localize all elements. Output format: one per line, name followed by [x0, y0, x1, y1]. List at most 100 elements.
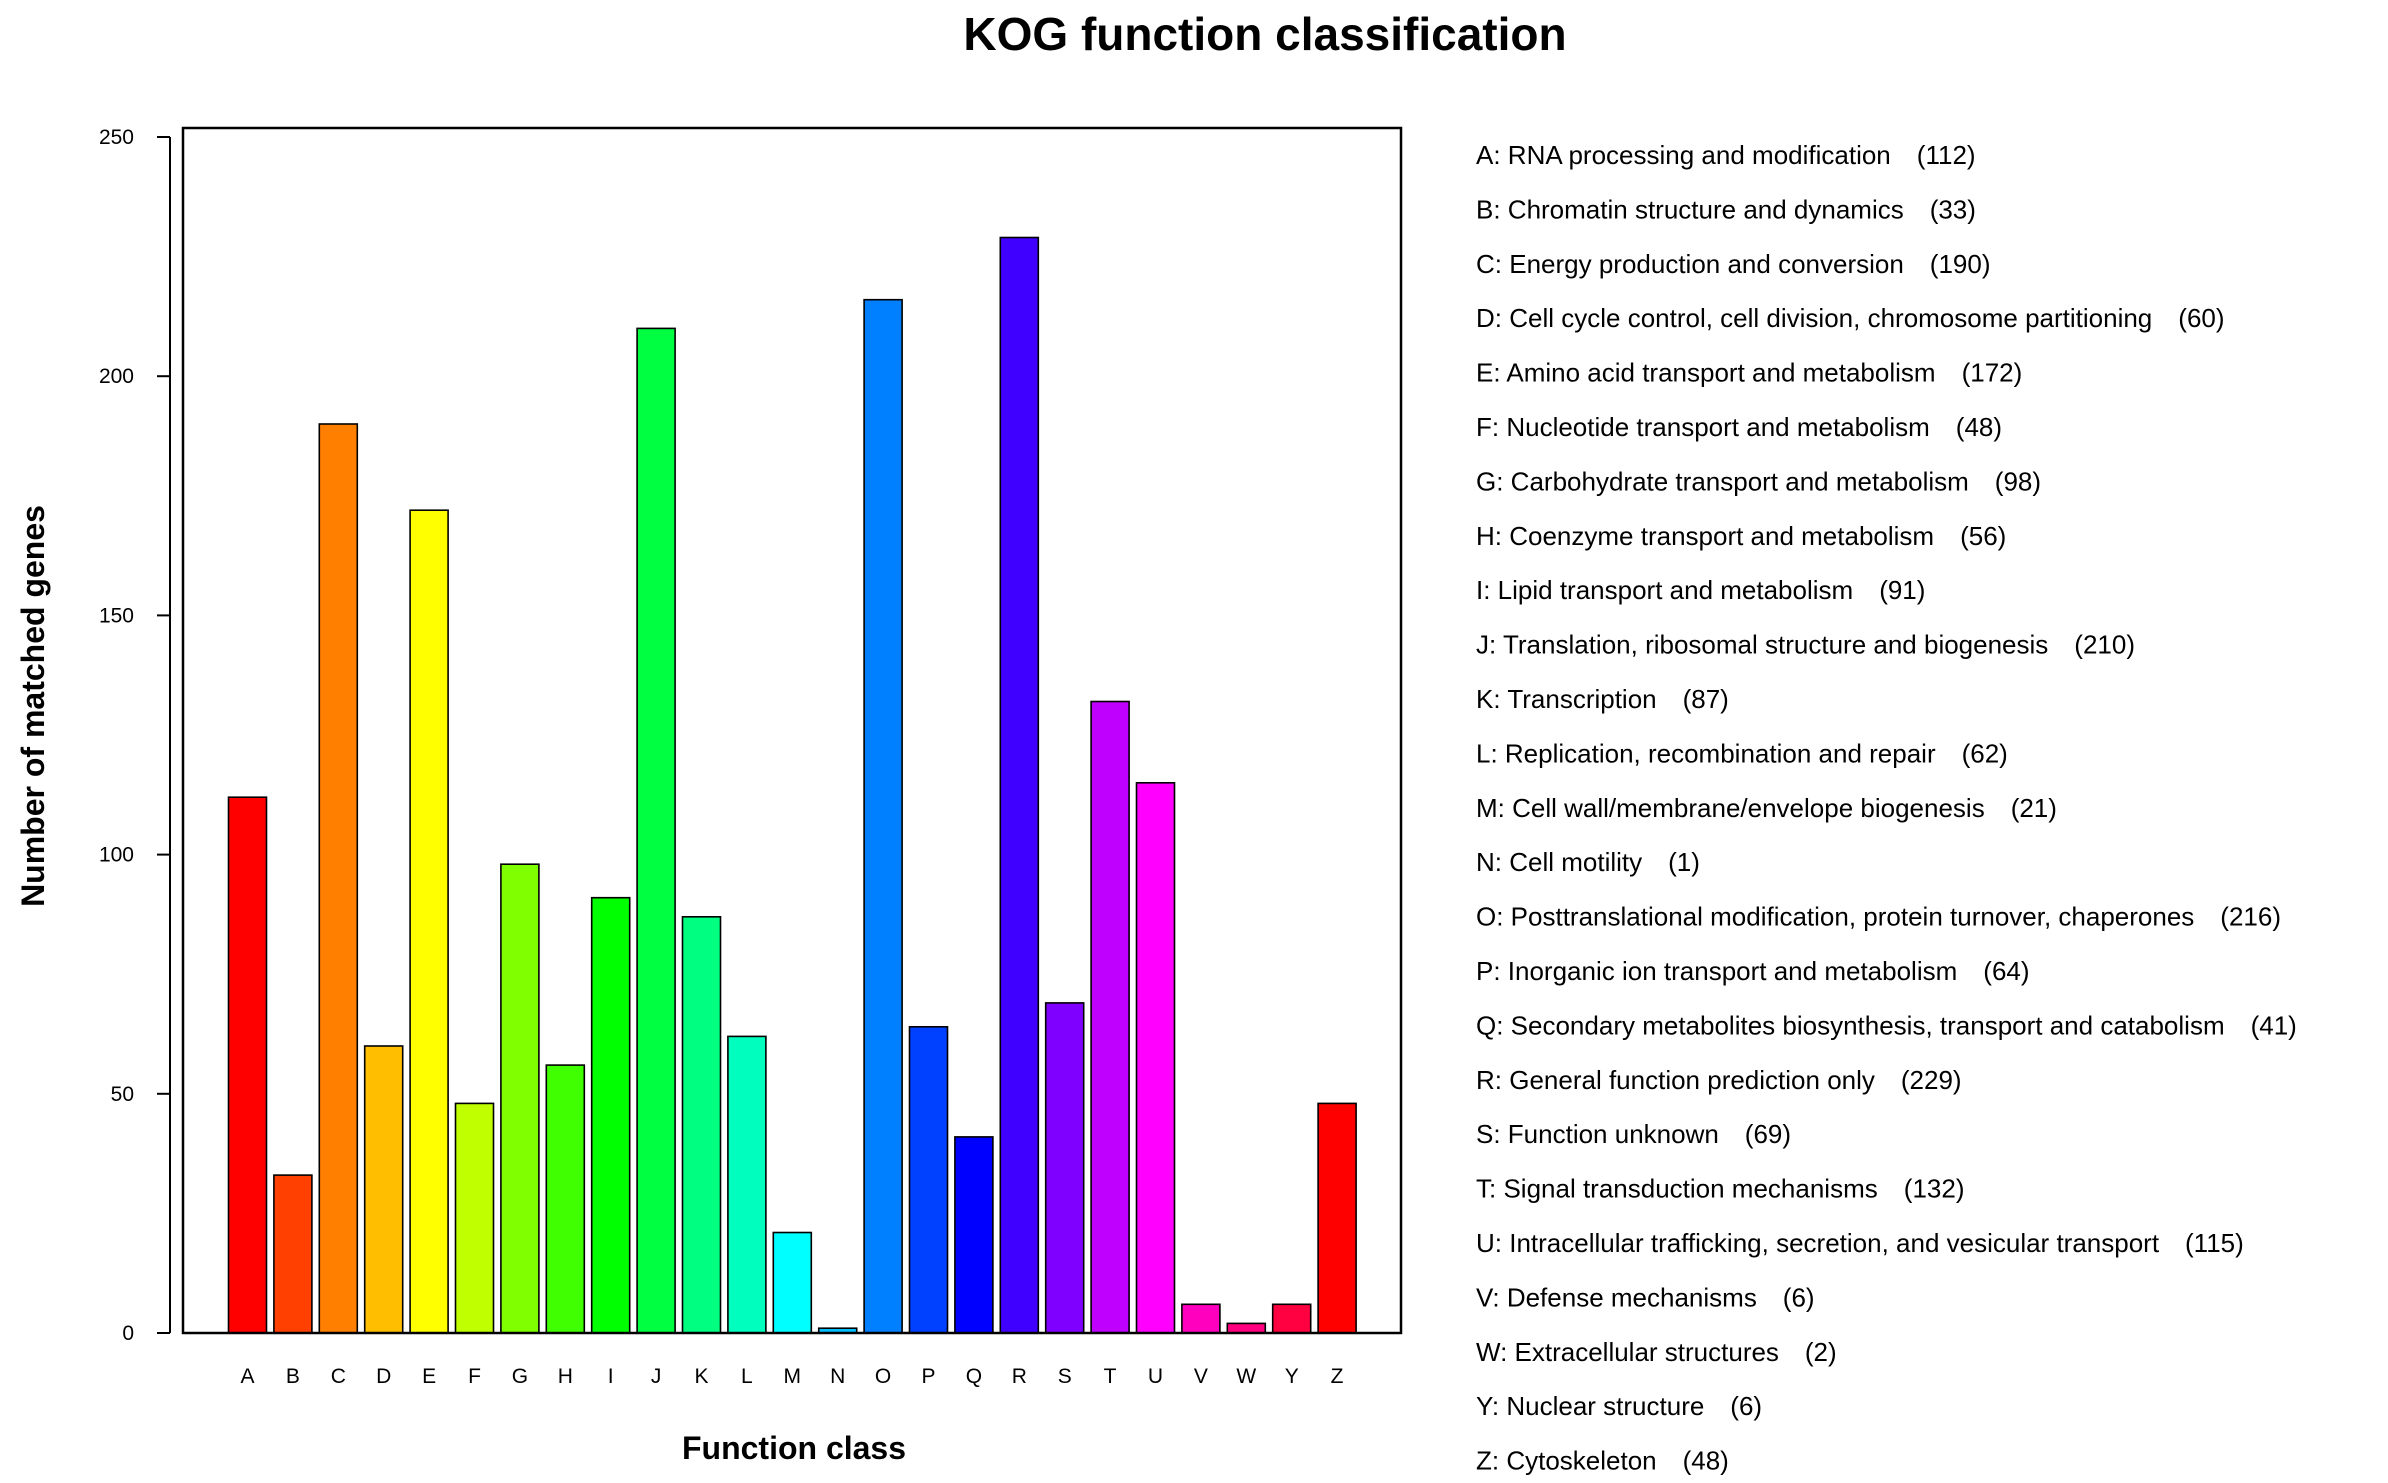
legend-entry-count: (62): [1962, 738, 2008, 768]
x-tick-label-C: C: [331, 1365, 346, 1388]
legend-entry-label: B: Chromatin structure and dynamics: [1476, 194, 1904, 224]
legend-entry-label: M: Cell wall/membrane/envelope biogenesi…: [1476, 793, 1985, 823]
bar-E: [409, 509, 449, 1334]
x-tick-label-I: I: [608, 1365, 614, 1388]
legend-entry-count: (229): [1901, 1065, 1962, 1095]
legend-entry-count: (172): [1962, 358, 2023, 388]
legend-entry-count: (21): [2011, 793, 2057, 823]
legend-entry-label: J: Translation, ribosomal structure and …: [1476, 630, 2048, 660]
plot-frame: [181, 126, 1403, 1335]
x-tick-label-K: K: [694, 1365, 708, 1388]
bar-L: [727, 1035, 767, 1334]
y-tick-label-0: 0: [122, 1322, 134, 1345]
legend-entry-label: E: Amino acid transport and metabolism: [1476, 358, 1936, 388]
legend-entry-label: R: General function prediction only: [1476, 1065, 1875, 1095]
bar-J: [636, 327, 676, 1334]
legend-entry-label: C: Energy production and conversion: [1476, 249, 1904, 279]
bar-P: [908, 1026, 949, 1334]
legend-entry-label: F: Nucleotide transport and metabolism: [1476, 412, 1930, 442]
legend-entry-label: A: RNA processing and modification: [1476, 140, 1891, 170]
legend-entry-label: N: Cell motility: [1476, 847, 1642, 877]
x-tick-label-L: L: [741, 1365, 753, 1388]
legend-entry-count: (69): [1745, 1119, 1791, 1149]
legend-entry-label: H: Coenzyme transport and metabolism: [1476, 521, 1934, 551]
legend-entry-label: U: Intracellular trafficking, secretion,…: [1476, 1228, 2160, 1258]
legend-entry-label: L: Replication, recombination and repair: [1476, 738, 1936, 768]
legend-entry-label: K: Transcription: [1476, 684, 1657, 714]
x-tick-label-W: W: [1236, 1365, 1256, 1388]
bar-G: [500, 863, 540, 1334]
legend-entry-label: W: Extracellular structures: [1476, 1337, 1779, 1367]
bar-D: [363, 1045, 404, 1334]
legend-entry-count: (190): [1930, 249, 1991, 279]
x-tick-label-Q: Q: [966, 1365, 982, 1388]
bar-V: [1181, 1303, 1221, 1334]
x-tick-label-E: E: [422, 1365, 436, 1388]
legend-entry-count: (132): [1904, 1174, 1965, 1204]
bar-K: [681, 915, 722, 1334]
legend-entry-count: (2): [1805, 1337, 1837, 1367]
x-tick-label-J: J: [651, 1365, 662, 1388]
legend-entry-count: (87): [1683, 684, 1729, 714]
legend-entry-count: (112): [1917, 140, 1976, 170]
legend-entry-count: (1): [1668, 847, 1700, 877]
x-tick-label-B: B: [286, 1365, 300, 1388]
y-tick-label-100: 100: [99, 844, 134, 867]
x-tick-label-S: S: [1058, 1365, 1072, 1388]
legend-entry-label: G: Carbohydrate transport and metabolism: [1476, 466, 1969, 496]
y-tick-label-250: 250: [99, 126, 134, 149]
bar-Q: [954, 1136, 994, 1334]
x-tick-label-F: F: [468, 1365, 481, 1388]
y-tick-label-150: 150: [99, 604, 134, 627]
legend: A: RNA processing and modification (112) B…: [1476, 140, 2297, 1476]
legend-entry-count: (56): [1960, 521, 2006, 551]
x-tick-label-Z: Z: [1331, 1365, 1344, 1388]
bar-A: [227, 796, 268, 1334]
bar-T: [1090, 700, 1130, 1334]
x-tick-label-V: V: [1194, 1365, 1208, 1388]
x-tick-label-U: U: [1148, 1365, 1163, 1388]
bar-O: [863, 298, 903, 1334]
x-tick-label-N: N: [830, 1365, 845, 1388]
x-tick-label-T: T: [1104, 1365, 1117, 1388]
x-axis-title: Function class: [682, 1430, 906, 1466]
bar-U: [1135, 781, 1176, 1334]
x-tick-label-G: G: [512, 1365, 528, 1388]
x-tick-label-A: A: [240, 1365, 254, 1388]
legend-entry-label: O: Posttranslational modification, prote…: [1476, 902, 2194, 932]
legend-entry-count: (48): [1683, 1446, 1729, 1476]
bar-B: [273, 1174, 313, 1334]
legend-entry-count: (33): [1930, 194, 1976, 224]
legend-entry-count: (41): [2251, 1010, 2297, 1040]
chart-title: KOG function classification: [963, 8, 1566, 60]
bar-R: [999, 236, 1040, 1334]
y-tick-label-50: 50: [111, 1083, 134, 1106]
bar-S: [1044, 1002, 1085, 1334]
legend-entry-count: (6): [1730, 1391, 1762, 1421]
legend-entry-count: (115): [2185, 1228, 2244, 1258]
x-tick-label-R: R: [1012, 1365, 1027, 1388]
legend-entry-count: (64): [1983, 956, 2029, 986]
legend-entry-count: (91): [1879, 575, 1925, 605]
bar-I: [590, 896, 631, 1334]
x-tick-label-P: P: [921, 1365, 935, 1388]
y-axis-title: Number of matched genes: [15, 505, 51, 907]
legend-entry-label: T: Signal transduction mechanisms: [1476, 1174, 1878, 1204]
x-tick-label-O: O: [875, 1365, 891, 1388]
bar-Z: [1317, 1102, 1357, 1334]
legend-entry-label: I: Lipid transport and metabolism: [1476, 575, 1853, 605]
bars-layer: [227, 236, 1357, 1334]
legend-entry-count: (48): [1956, 412, 2002, 442]
bar-W: [1226, 1322, 1267, 1334]
legend-entry-label: Y: Nuclear structure: [1476, 1391, 1704, 1421]
y-tick-label-200: 200: [99, 365, 134, 388]
bar-C: [318, 423, 359, 1334]
legend-entry-label: Q: Secondary metabolites biosynthesis, t…: [1476, 1010, 2225, 1040]
x-tick-label-M: M: [784, 1365, 802, 1388]
bar-F: [454, 1102, 495, 1334]
bar-Y: [1271, 1303, 1312, 1334]
legend-entry-count: (60): [2178, 303, 2224, 333]
x-tick-label-Y: Y: [1285, 1365, 1299, 1388]
